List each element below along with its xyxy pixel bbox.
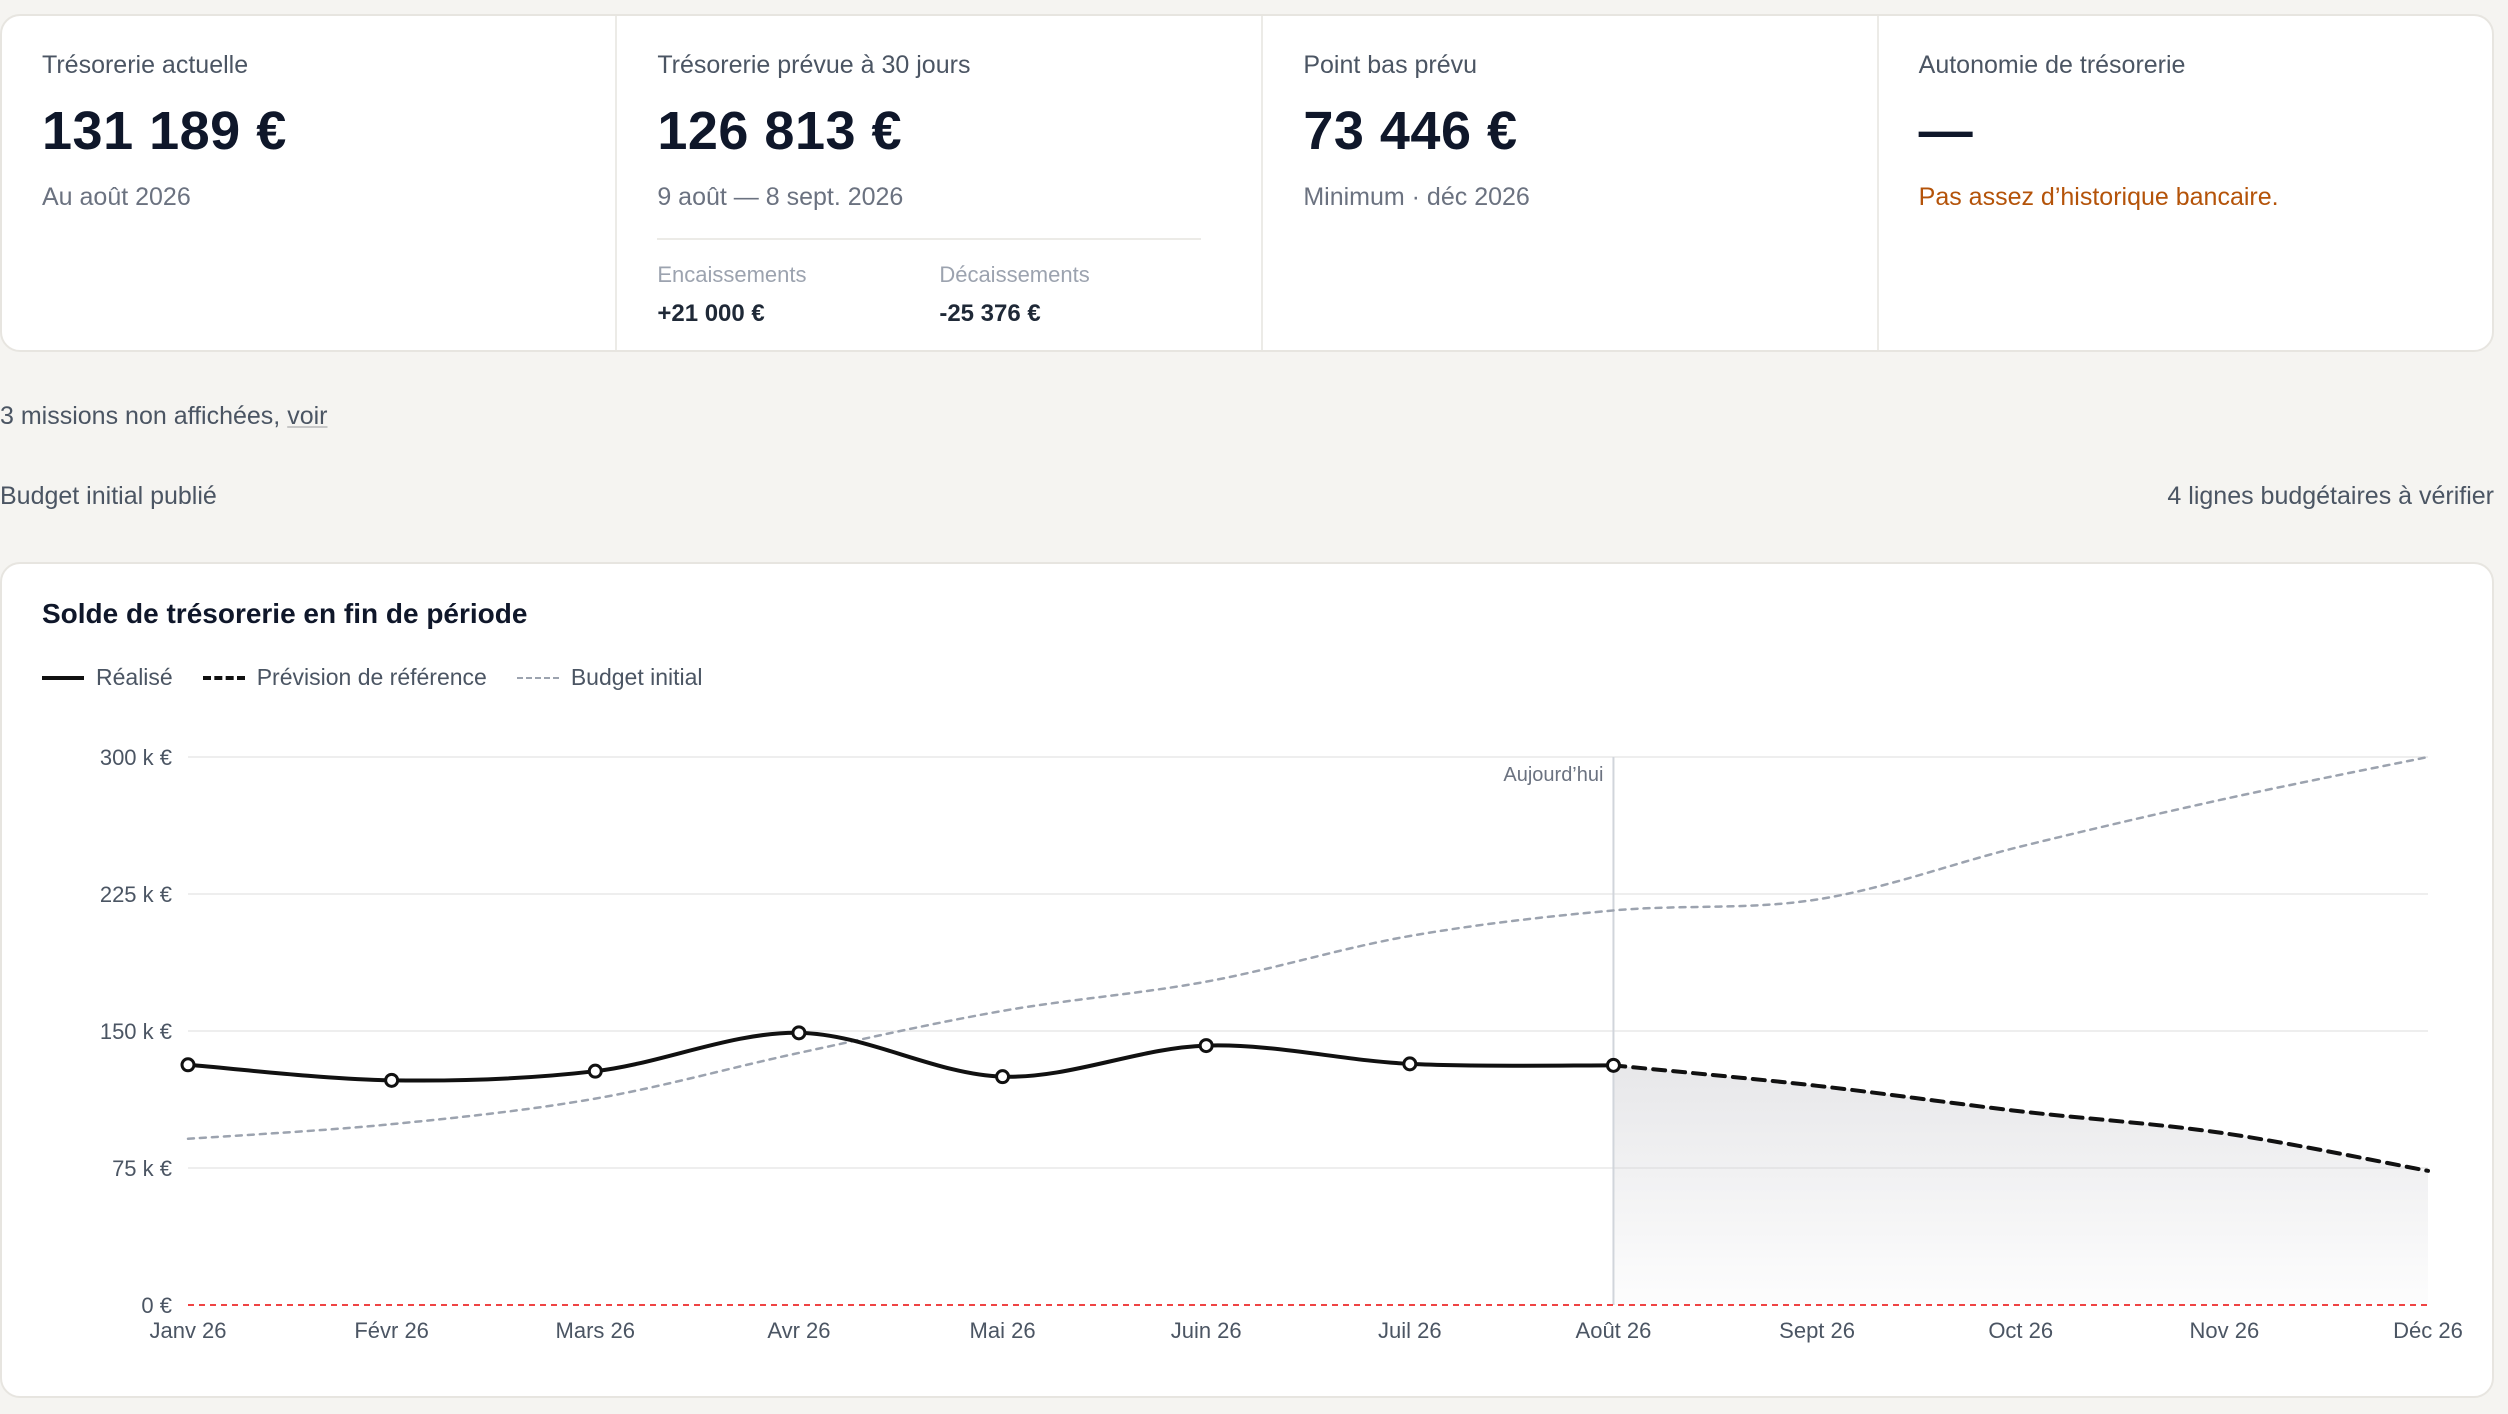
y-tick-label: 0 € <box>141 1293 172 1318</box>
kpi-label: Trésorerie actuelle <box>42 51 249 79</box>
chart-legend: Réalisé Prévision de référence Budget in… <box>42 664 733 691</box>
x-tick-label: Janv 26 <box>149 1318 226 1343</box>
cash-balance-chart-card: Solde de trésorerie en fin de période Ré… <box>0 562 2494 1398</box>
kpi-runway: Autonomie de trésorerie — Pas assez d’hi… <box>1879 16 2492 350</box>
kpi-value: 73 446 € <box>1303 101 1518 161</box>
legend-label: Réalisé <box>96 664 173 690</box>
data-point <box>1402 1056 1418 1072</box>
inflows-value: +21 000 € <box>657 300 765 328</box>
x-tick-label: Nov 26 <box>2190 1318 2260 1343</box>
kpi-sub: 9 août — 8 sept. 2026 <box>657 183 904 212</box>
legend-swatch-dotted <box>516 676 559 679</box>
data-point <box>1198 1038 1214 1054</box>
x-tick-label: Févr 26 <box>354 1318 429 1343</box>
kpi-current-cash: Trésorerie actuelle 131 189 € Au août 20… <box>2 16 618 350</box>
kpi-low-point: Point bas prévu 73 446 € Minimum · déc 2… <box>1263 16 1879 350</box>
inflows-label: Encaissements <box>657 262 807 288</box>
y-tick-label: 225 k € <box>100 882 172 907</box>
runway-warning: Pas assez d’historique bancaire. <box>1918 183 2279 212</box>
kpi-value: — <box>1918 101 1974 161</box>
data-point <box>791 1025 807 1041</box>
kpi-sub: Minimum · déc 2026 <box>1303 183 1530 212</box>
y-tick-label: 300 k € <box>100 745 172 770</box>
data-point <box>995 1069 1011 1085</box>
x-tick-label: Juin 26 <box>1171 1318 1242 1343</box>
x-tick-label: Sept 26 <box>1779 1318 1855 1343</box>
hidden-missions-notice: 3 missions non affichées, voir <box>0 402 328 431</box>
legend-label: Prévision de référence <box>256 664 487 690</box>
flows: Encaissements +21 000 € Décaissements -2… <box>657 262 1221 328</box>
chart-title: Solde de trésorerie en fin de période <box>42 598 528 629</box>
series-line-dotted <box>186 755 2430 1141</box>
kpi-label: Autonomie de trésorerie <box>1918 51 2186 79</box>
x-tick-label: Août 26 <box>1576 1318 1652 1343</box>
divider <box>657 238 1202 241</box>
budget-status: Budget initial publié <box>0 482 217 510</box>
kpi-sub: Au août 2026 <box>42 183 191 212</box>
x-tick-label: Mars 26 <box>556 1318 635 1343</box>
kpi-label: Point bas prévu <box>1303 51 1478 79</box>
x-tick-label: Mai 26 <box>970 1318 1036 1343</box>
legend-item-budget: Budget initial <box>516 664 703 691</box>
line-chart: 0 € 75 k € 150 k € 225 k € 300 k € Janv 26 Fév… <box>100 745 2463 1343</box>
legend-item-realise: Réalisé <box>42 664 173 691</box>
kpi-row: Trésorerie actuelle 131 189 € Au août 20… <box>0 14 2494 352</box>
kpi-value: 131 189 € <box>42 101 287 161</box>
data-point <box>1605 1057 1621 1073</box>
y-tick-label: 150 k € <box>100 1019 172 1044</box>
outflows-value: -25 376 € <box>939 300 1041 328</box>
kpi-forecast-30-days: Trésorerie prévue à 30 jours 126 813 € 9… <box>617 16 1264 350</box>
x-tick-label: Juil 26 <box>1378 1318 1442 1343</box>
kpi-label: Trésorerie prévue à 30 jours <box>657 51 971 79</box>
x-tick-label: Avr 26 <box>767 1318 830 1343</box>
show-missions-link[interactable]: voir <box>287 402 328 430</box>
x-tick-label: Déc 26 <box>2393 1318 2463 1343</box>
today-label: Aujourd’hui <box>1503 764 1603 786</box>
outflows: Décaissements -25 376 € <box>939 262 1221 328</box>
data-point <box>180 1057 196 1073</box>
data-point <box>384 1072 400 1088</box>
outflows-label: Décaissements <box>939 262 1090 288</box>
x-tick-label: Oct 26 <box>1988 1318 2053 1343</box>
legend-label: Budget initial <box>570 664 703 690</box>
data-point <box>587 1063 603 1079</box>
series-line-dashed <box>1611 1063 2430 1173</box>
series-line-solid <box>186 1030 1616 1083</box>
legend-item-prevision: Prévision de référence <box>202 664 487 691</box>
inflows: Encaissements +21 000 € <box>657 262 939 328</box>
y-tick-label: 75 k € <box>112 1156 172 1181</box>
budget-lines-to-check[interactable]: 4 lignes budgétaires à vérifier <box>2167 482 2494 510</box>
legend-swatch-solid <box>42 675 84 680</box>
hidden-missions-text: 3 missions non affichées, <box>0 402 288 430</box>
kpi-value: 126 813 € <box>657 101 903 161</box>
legend-swatch-dashed <box>202 675 245 680</box>
forecast-area <box>1613 1065 2428 1305</box>
